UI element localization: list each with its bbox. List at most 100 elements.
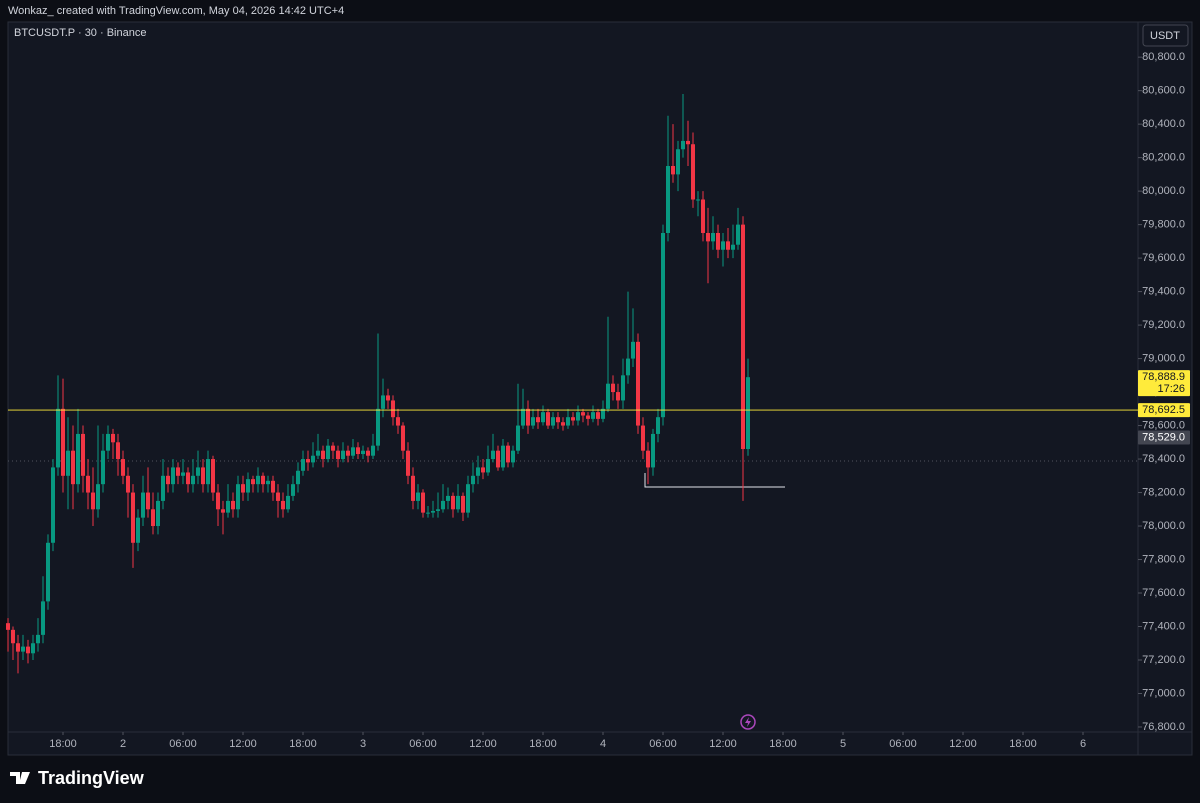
- y-tick-label: 79,600.0: [1142, 252, 1185, 264]
- price-marker-sublabel: 17:26: [1157, 383, 1185, 395]
- candle-body: [76, 433, 80, 485]
- candle-body: [471, 475, 475, 485]
- candle-body: [196, 467, 200, 476]
- x-tick-label: 06:00: [649, 738, 677, 750]
- y-tick-label: 78,000.0: [1142, 520, 1185, 532]
- candle-body: [56, 408, 60, 468]
- candle-body: [286, 495, 290, 510]
- candle-body: [446, 495, 450, 501]
- candle-body: [236, 484, 240, 510]
- x-tick-label: 18:00: [529, 738, 557, 750]
- candle-body: [221, 509, 225, 513]
- candle-body: [511, 450, 515, 463]
- y-tick-label: 77,400.0: [1142, 620, 1185, 632]
- candle-body: [26, 646, 30, 654]
- candle-body: [126, 475, 130, 493]
- candle-body: [486, 459, 490, 473]
- candle-body: [476, 467, 480, 476]
- candle-body: [681, 140, 685, 150]
- candle-body: [331, 445, 335, 451]
- candle-body: [416, 492, 420, 501]
- x-tick-label: 12:00: [229, 738, 257, 750]
- candle-body: [216, 492, 220, 510]
- candle-body: [746, 377, 750, 450]
- candle-body: [566, 417, 570, 426]
- candle-body: [271, 480, 275, 493]
- candle-body: [336, 450, 340, 460]
- price-marker-box: [1138, 430, 1190, 445]
- candle-body: [251, 479, 255, 485]
- candle-body: [576, 412, 580, 421]
- y-tick-label: 77,600.0: [1142, 587, 1185, 599]
- candle-body: [641, 425, 645, 451]
- candle-body: [16, 643, 20, 652]
- price-marker-box: [1138, 370, 1190, 397]
- y-tick-label: 77,000.0: [1142, 687, 1185, 699]
- logo-mark: [10, 772, 30, 784]
- candle-body: [481, 467, 485, 473]
- price-marker-box: [1138, 403, 1190, 418]
- candle-body: [366, 450, 370, 456]
- icon-bolt[interactable]: [745, 717, 751, 727]
- footer-logo: [10, 772, 30, 784]
- currency-label[interactable]: USDT: [1150, 30, 1180, 42]
- candle-body: [316, 450, 320, 456]
- candle-body: [586, 415, 590, 419]
- candle-body: [41, 601, 45, 635]
- candle-body: [501, 445, 505, 468]
- candle-body: [571, 417, 575, 421]
- candle-body: [211, 459, 215, 493]
- candle-body: [636, 341, 640, 426]
- candle-body: [466, 484, 470, 513]
- candle-body: [46, 542, 50, 602]
- candle-body: [611, 383, 615, 393]
- candle-body: [596, 412, 600, 419]
- candle-body: [311, 455, 315, 463]
- candle-body: [526, 408, 530, 426]
- candle-body: [411, 475, 415, 501]
- candle-body: [186, 472, 190, 485]
- header-text: Wonkaz_ created with TradingView.com, Ma…: [8, 5, 344, 17]
- y-tick-label: 78,600.0: [1142, 419, 1185, 431]
- x-tick-label: 12:00: [469, 738, 497, 750]
- candle-body: [451, 495, 455, 510]
- candle-body: [516, 425, 520, 451]
- candle-body: [456, 495, 460, 510]
- candle-body: [246, 479, 250, 493]
- y-tick-label: 78,200.0: [1142, 486, 1185, 498]
- candle-body: [696, 199, 700, 201]
- candle-body: [601, 408, 605, 419]
- candle-body: [6, 623, 10, 630]
- y-tick-label: 77,800.0: [1142, 553, 1185, 565]
- x-tick-label: 12:00: [709, 738, 737, 750]
- y-tick-label: 80,800.0: [1142, 51, 1185, 63]
- candle-body: [676, 149, 680, 175]
- y-tick-label: 76,800.0: [1142, 721, 1185, 733]
- candle-body: [206, 459, 210, 485]
- candle-body: [346, 450, 350, 456]
- plot-area: [6, 94, 750, 674]
- candle-body: [131, 492, 135, 543]
- candle-body: [646, 450, 650, 468]
- candle-body: [726, 241, 730, 250]
- lightning-icon[interactable]: [740, 714, 756, 730]
- candle-body: [51, 467, 55, 543]
- candle-body: [321, 450, 325, 460]
- x-tick-label: 18:00: [49, 738, 77, 750]
- candle-body: [266, 480, 270, 485]
- currency-box[interactable]: [1142, 24, 1189, 47]
- candle-body: [296, 470, 300, 485]
- candle-body: [376, 408, 380, 446]
- icon-circle[interactable]: [740, 714, 756, 730]
- candle-body: [546, 412, 550, 426]
- candle-body: [661, 232, 665, 418]
- candle-body: [71, 450, 75, 485]
- candle-body: [626, 358, 630, 376]
- candle-body: [116, 442, 120, 460]
- candle-body: [561, 422, 565, 426]
- candle-body: [381, 395, 385, 409]
- candle-body: [121, 459, 125, 476]
- candle-body: [161, 475, 165, 501]
